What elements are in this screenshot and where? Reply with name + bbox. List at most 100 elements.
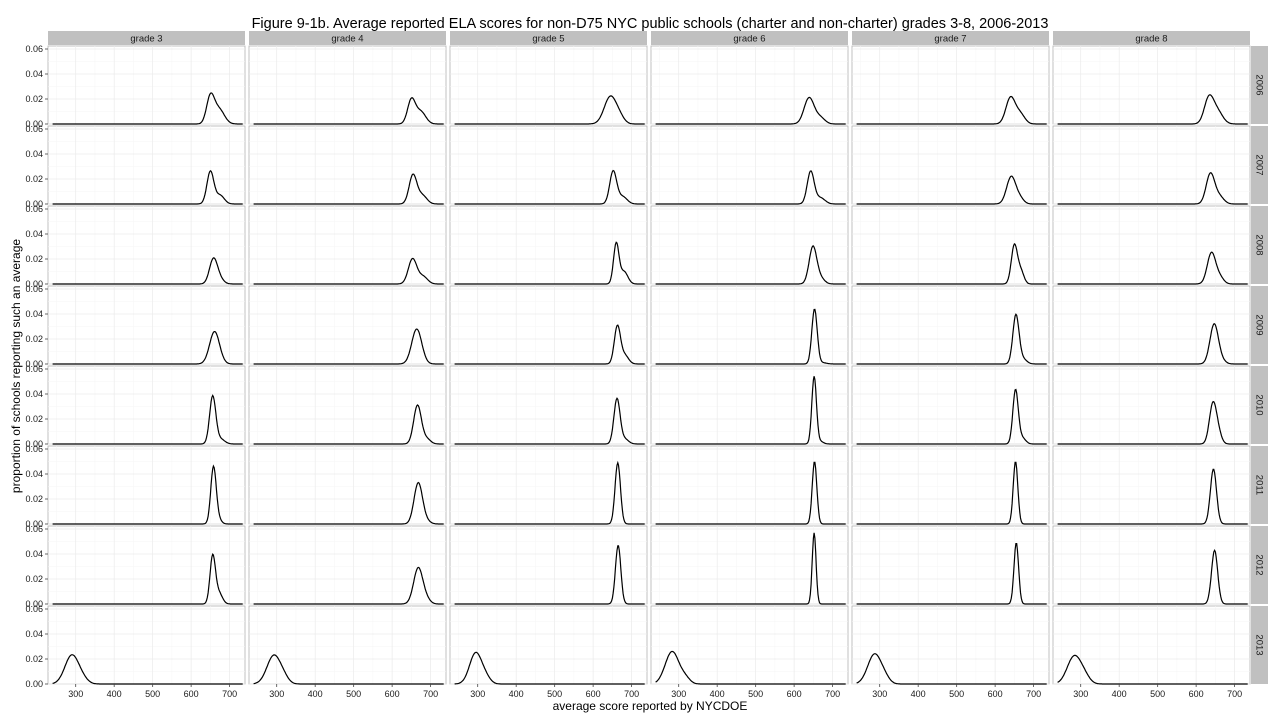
- panel-background: [449, 365, 648, 445]
- y-tick-label: 0.06: [25, 124, 43, 134]
- facet-panel: [1052, 445, 1251, 525]
- density-line: [856, 175, 1047, 205]
- y-axis-label: proportion of schools reporting such an …: [9, 239, 23, 493]
- row-strip-label: 2012: [1254, 554, 1265, 575]
- facet-panel: [650, 45, 849, 125]
- panel-background: [851, 205, 1050, 285]
- density-line: [454, 397, 645, 445]
- row-strip-label: 2010: [1254, 394, 1265, 415]
- panel-background: [248, 365, 447, 445]
- density-line: [655, 245, 846, 285]
- y-tick-label: 0.02: [25, 334, 43, 344]
- panel-background: [248, 205, 447, 285]
- panel-background: [650, 45, 849, 125]
- row-strip: [1251, 366, 1268, 444]
- panel-background: [47, 365, 246, 445]
- facet-panel: [1052, 525, 1251, 605]
- panel-background: [851, 365, 1050, 445]
- panel-background: [1052, 365, 1251, 445]
- density-line: [253, 566, 444, 605]
- x-axis-label: average score reported by NYCDOE: [553, 699, 748, 713]
- x-tick-label: 600: [385, 689, 400, 699]
- density-line: [52, 257, 243, 285]
- density-line: [454, 95, 645, 125]
- y-tick-label: 0.04: [25, 69, 43, 79]
- facet-panel: [851, 205, 1050, 285]
- density-line: [253, 257, 444, 285]
- facet-panel: [1052, 125, 1251, 205]
- density-line: [655, 650, 846, 685]
- density-line: [52, 552, 243, 605]
- panel-background: [851, 285, 1050, 365]
- density-line: [454, 324, 645, 365]
- density-line: [52, 394, 243, 445]
- facet-panel: [248, 285, 447, 365]
- panel-background: [47, 205, 246, 285]
- row-strip: [1251, 446, 1268, 524]
- facet-panel: [47, 445, 246, 525]
- panel-background: [650, 205, 849, 285]
- facet-panel: [650, 125, 849, 205]
- panel-background: [1052, 285, 1251, 365]
- facet-panel: [851, 125, 1050, 205]
- row-strip-label: 2013: [1254, 634, 1265, 655]
- y-tick-label: 0.00: [25, 359, 43, 369]
- x-tick-label: 600: [1189, 689, 1204, 699]
- facet-panel: [449, 365, 648, 445]
- panel-background: [248, 125, 447, 205]
- panel-background: [1052, 125, 1251, 205]
- facet-panel: [1052, 285, 1251, 365]
- panel-background: [248, 525, 447, 605]
- facet-panel: [248, 365, 447, 445]
- density-line: [1057, 548, 1248, 605]
- x-tick-label: 500: [748, 689, 763, 699]
- facet-panel: [449, 205, 648, 285]
- facet-panel: [851, 605, 1050, 685]
- row-strip: [1251, 606, 1268, 684]
- chart-title: Figure 9-1b. Average reported ELA scores…: [252, 16, 1049, 32]
- y-tick-label: 0.04: [25, 389, 43, 399]
- density-line: [655, 532, 846, 605]
- row-strip: [1251, 206, 1268, 284]
- facet-panel: [650, 605, 849, 685]
- panel-background: [47, 525, 246, 605]
- y-tick-label: 0.00: [25, 439, 43, 449]
- x-tick-label: 300: [872, 689, 887, 699]
- y-tick-label: 0.00: [25, 599, 43, 609]
- facet-panel: [248, 205, 447, 285]
- column-strip-label: grade 6: [733, 34, 765, 45]
- x-tick-label: 400: [509, 689, 524, 699]
- facet-panel: [47, 605, 246, 685]
- facet-panel: [650, 205, 849, 285]
- x-tick-label: 400: [1112, 689, 1127, 699]
- x-tick-label: 500: [547, 689, 562, 699]
- density-line: [856, 653, 1047, 685]
- panel-background: [449, 125, 648, 205]
- density-line: [1057, 172, 1248, 205]
- y-tick-label: 0.04: [25, 309, 43, 319]
- panel-background: [449, 445, 648, 525]
- density-line: [856, 388, 1047, 445]
- density-line: [454, 651, 645, 685]
- x-tick-label: 500: [145, 689, 160, 699]
- density-line: [856, 243, 1047, 285]
- facet-panel: [449, 605, 648, 685]
- facet-panel: [650, 365, 849, 445]
- x-tick-label: 400: [911, 689, 926, 699]
- column-strip: [651, 31, 848, 45]
- x-tick-label: 700: [222, 689, 237, 699]
- facet-panel: [1052, 45, 1251, 125]
- x-tick-label: 600: [184, 689, 199, 699]
- row-strip-label: 2009: [1254, 314, 1265, 335]
- density-line: [253, 404, 444, 445]
- panel-background: [1052, 445, 1251, 525]
- facet-panel: [650, 445, 849, 525]
- facet-panel: [650, 285, 849, 365]
- panel-background: [851, 445, 1050, 525]
- panel-background: [248, 445, 447, 525]
- y-tick-label: 0.02: [25, 494, 43, 504]
- x-tick-label: 700: [1227, 689, 1242, 699]
- x-tick-label: 300: [269, 689, 284, 699]
- column-strip-label: grade 8: [1135, 34, 1167, 45]
